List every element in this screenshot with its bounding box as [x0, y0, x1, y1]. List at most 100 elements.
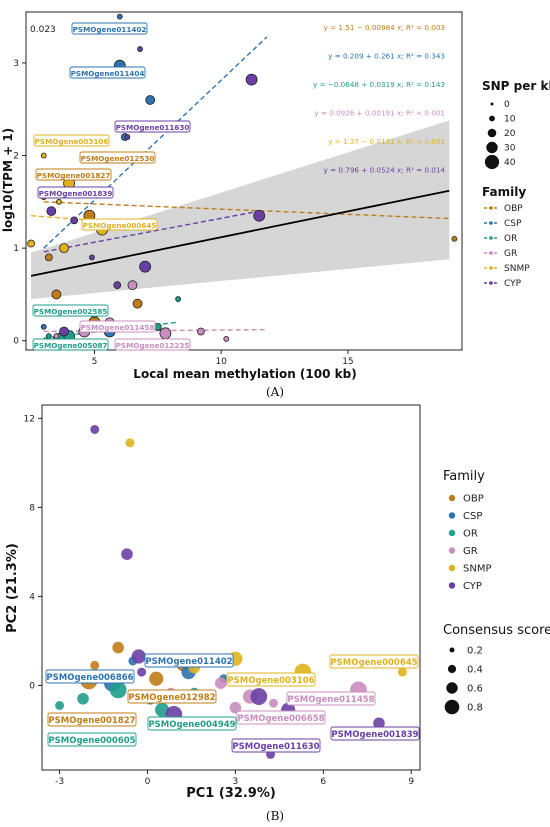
point-cyp — [46, 206, 57, 216]
size-legend-dot — [489, 115, 495, 122]
size-legend-dot — [447, 664, 457, 674]
panel-a-size-legend: SNP per kb 0 10 20 30 40 — [482, 79, 550, 170]
point-cyp — [253, 209, 266, 222]
point-snmp — [397, 667, 407, 677]
size-legend-label: 20 — [504, 129, 516, 139]
gene-label: PSMOgene004949 — [148, 720, 235, 730]
point-gr — [223, 335, 230, 342]
gene-label: PSMOgene011458 — [287, 695, 374, 705]
point-cyp — [113, 281, 122, 290]
point-obp — [132, 298, 143, 309]
gene-label: PSMOgene005087 — [34, 341, 108, 350]
family-legend-dot — [489, 251, 493, 255]
gene-label-box — [79, 320, 156, 333]
panel-a-gene-labels: PSMOgene011402 PSMOgene011404 PSMOgene0116… — [32, 22, 191, 351]
gene-label: PSMOgene006658 — [237, 714, 324, 724]
size-legend-label: 0.2 — [467, 646, 483, 657]
gene-label-box — [33, 134, 110, 147]
gene-label: PSMOgene001839 — [331, 730, 418, 740]
point-gr — [53, 333, 60, 340]
family-legend-label: GR — [463, 546, 478, 557]
gene-label: PSMOgene001827 — [37, 171, 111, 180]
gene-label: PSMOgene000645 — [83, 221, 157, 230]
point-gr — [159, 327, 172, 340]
gene-label-box — [32, 338, 109, 351]
point-or — [55, 700, 65, 710]
y-tick-label: 0 — [29, 681, 35, 691]
point-or — [45, 333, 52, 340]
gene-label-box — [79, 151, 156, 164]
family-legend-label: GR — [504, 249, 517, 259]
panel-b-gene-labels: PSMOgene011402 PSMOgene006866 PSMOgene0129… — [45, 653, 420, 753]
point-cyp — [70, 216, 79, 225]
panel-a-plot: y = 1.51 − 0.00984 x; R² = 0.003 y = 0.20… — [1, 11, 463, 399]
size-legend-dot — [444, 699, 460, 715]
x-tick-label: 6 — [320, 777, 326, 787]
panel-a-x-axis-title: Local mean methylation (100 kb) — [133, 367, 356, 381]
overall-fit-line — [30, 189, 450, 277]
point-csp — [40, 323, 47, 330]
gene-label: PSMOgene001839 — [39, 189, 113, 198]
y-tick-label: 12 — [24, 414, 35, 424]
gene-label: PSMOgene000645 — [330, 658, 417, 668]
y-tick-label: 8 — [29, 503, 35, 513]
size-legend-dot — [490, 102, 494, 106]
family-legend-dot — [489, 206, 493, 210]
gene-label: PSMOgene011458 — [81, 323, 155, 332]
equation-csp: y = 0.209 + 0.261 x; R² = 0.343 — [328, 52, 445, 61]
point-cyp — [139, 260, 152, 273]
gene-label: PSMOgene000605 — [48, 736, 135, 746]
size-legend-label: 10 — [504, 115, 516, 125]
point-cyp — [373, 717, 385, 730]
gene-label-box — [81, 218, 158, 231]
panel-b-ticks: -3 0 3 6 9 0 4 8 12 — [24, 414, 415, 787]
panel-a-points — [27, 13, 458, 345]
panel-a-ticks: 5 10 15 0 1 2 3 — [13, 59, 353, 367]
family-legend-dot — [448, 512, 456, 519]
point-cyp — [59, 326, 69, 337]
family-legend-label: CSP — [504, 219, 522, 229]
point-obp — [149, 671, 164, 686]
point-cyp — [121, 548, 133, 560]
gene-label: PSMOgene003106 — [227, 676, 314, 686]
x-tick-label: 5 — [92, 357, 98, 367]
family-legend-dot — [489, 236, 493, 240]
point-snmp — [59, 243, 69, 254]
point-cyp — [250, 688, 268, 705]
gene-label-box — [47, 732, 137, 747]
gene-label: PSMOgene006866 — [46, 673, 133, 683]
gene-label-box — [114, 120, 191, 133]
gene-label-box — [69, 66, 146, 79]
gene-label-box — [35, 168, 112, 181]
x-tick-label: 9 — [408, 777, 414, 787]
panel-b-family-legend-title: Family — [443, 469, 485, 484]
x-tick-label: 3 — [233, 777, 239, 787]
family-legend-label: OR — [504, 234, 517, 244]
size-legend-dot — [487, 128, 497, 138]
family-legend-label: CSP — [463, 511, 482, 522]
point-obp — [112, 641, 124, 654]
gene-label-box — [147, 716, 237, 731]
y-tick-label: 3 — [13, 59, 19, 69]
size-legend-dot — [484, 154, 500, 170]
gene-label-box — [330, 726, 420, 741]
family-legend-dot — [489, 266, 493, 270]
gene-label: PSMOgene012235 — [116, 341, 190, 350]
panel-a-size-legend-title: SNP per kb — [482, 79, 550, 93]
equation-cyp: y = 0.796 + 0.0524 x; R² = 0.014 — [324, 166, 446, 175]
size-legend-dot — [449, 647, 455, 653]
point-obp — [90, 660, 100, 670]
size-legend-label: 40 — [504, 158, 516, 168]
panel-a-trend-lines — [30, 36, 450, 339]
trend-line-obp — [43, 201, 450, 220]
size-legend-label: 0.4 — [467, 665, 483, 676]
gene-label-box — [37, 186, 114, 199]
panel-a-equations: y = 1.51 − 0.00984 x; R² = 0.003 y = 0.20… — [313, 23, 445, 175]
gene-label-box — [329, 654, 419, 669]
gene-label-box — [144, 653, 234, 668]
point-cyp — [137, 46, 143, 52]
panel-b-family-legend: Family OBP CSP OR GR SNMP CYP — [443, 469, 492, 592]
panel-b-label: (B) — [266, 809, 284, 823]
point-obp — [44, 253, 53, 262]
